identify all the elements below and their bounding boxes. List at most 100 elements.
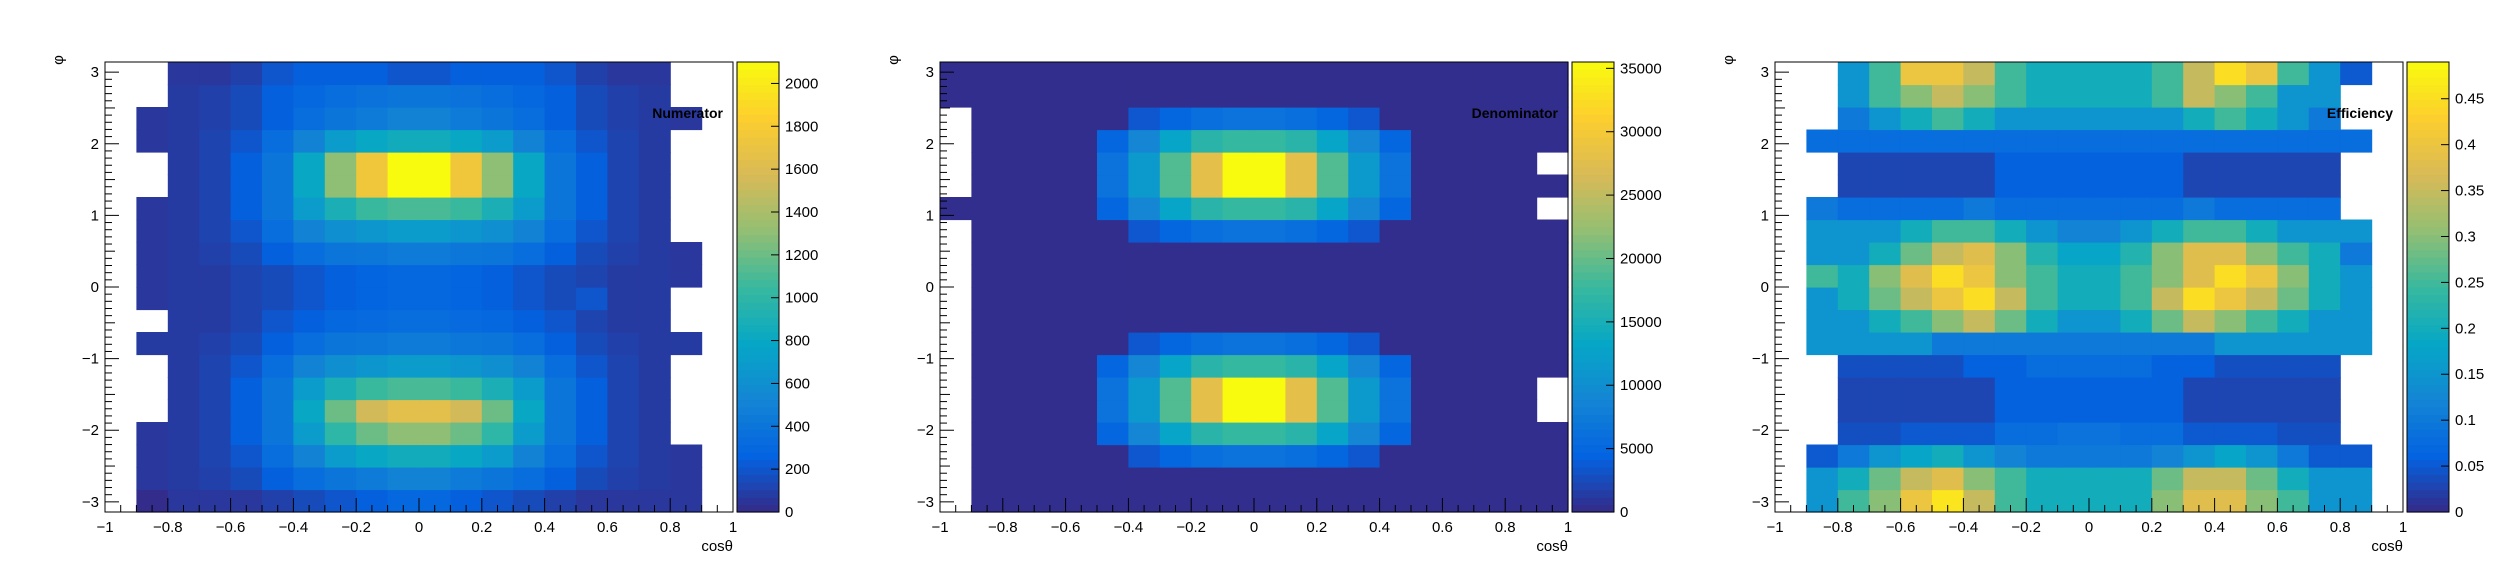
heatmap-cell — [293, 489, 326, 513]
heatmap-cell — [1065, 264, 1098, 288]
color-scale-band — [737, 257, 779, 266]
x-tick-label: 0.2 — [2141, 519, 2162, 536]
color-scale-band — [2407, 242, 2449, 251]
heatmap-cell — [513, 467, 546, 491]
heatmap-cell — [971, 264, 1004, 288]
heatmap-cell — [1837, 107, 1870, 131]
heatmap-cell — [2214, 129, 2247, 153]
heatmap-cell — [1473, 197, 1506, 221]
heatmap-cell — [1536, 62, 1569, 86]
color-scale-band — [1572, 62, 1614, 71]
heatmap-cell — [1536, 309, 1569, 333]
x-tick-label: 0.2 — [1306, 519, 1327, 536]
heatmap-cell — [1994, 107, 2027, 131]
heatmap-cell — [2151, 467, 2184, 491]
heatmap-cell — [2089, 107, 2121, 131]
heatmap-cell — [1348, 444, 1381, 468]
heatmap-cell — [1411, 332, 1443, 356]
heatmap-cell — [1932, 174, 1964, 198]
heatmap-cell — [971, 62, 1004, 86]
heatmap-cell — [1159, 377, 1192, 401]
heatmap-cell — [356, 62, 389, 86]
heatmap-cell — [1442, 399, 1475, 423]
heatmap-cell — [1806, 287, 1839, 311]
heatmap-cell — [1505, 354, 1538, 378]
heatmap-cell — [2214, 174, 2247, 198]
heatmap-cell — [513, 354, 546, 378]
heatmap-cell — [2277, 377, 2310, 401]
heatmap-cell — [1348, 219, 1381, 243]
color-scale-label: 0.45 — [2455, 91, 2484, 108]
heatmap-cell — [2151, 197, 2184, 221]
heatmap-cell — [262, 489, 294, 513]
heatmap-cell — [356, 309, 389, 333]
heatmap-cell — [2277, 152, 2310, 176]
heatmap-cell — [1285, 332, 1318, 356]
heatmap-cell — [2246, 422, 2278, 446]
color-scale-band — [2407, 84, 2449, 93]
heatmap-cell — [971, 332, 1004, 356]
heatmap-cell — [136, 129, 169, 153]
heatmap-cell — [1034, 129, 1067, 153]
heatmap-cell — [2340, 219, 2373, 243]
heatmap-cell — [167, 62, 200, 86]
color-scale-band — [2407, 482, 2449, 491]
heatmap-cell — [2308, 377, 2341, 401]
heatmap-cell — [1442, 354, 1475, 378]
color-scale-band — [737, 497, 779, 506]
heatmap-cell — [167, 377, 200, 401]
heatmap-cell — [1034, 489, 1067, 513]
heatmap-cell — [167, 242, 200, 266]
heatmap-cell — [167, 264, 200, 288]
y-tick-label: −1 — [1752, 351, 1769, 368]
y-tick-label: −2 — [1752, 422, 1769, 439]
color-scale-band — [2407, 324, 2449, 333]
heatmap-cell — [1900, 129, 1933, 153]
heatmap-cell — [1442, 422, 1475, 446]
heatmap-cell — [1285, 152, 1318, 176]
heatmap-cell — [356, 264, 389, 288]
heatmap-cell — [2151, 84, 2184, 108]
heatmap-cell — [1869, 354, 1902, 378]
heatmap-cell — [2057, 354, 2090, 378]
color-scale-label: 0.15 — [2455, 366, 2484, 383]
color-scale-band — [1572, 429, 1614, 438]
color-scale-band — [1572, 92, 1614, 101]
heatmap-cell — [1932, 377, 1964, 401]
color-scale-label: 25000 — [1620, 187, 1662, 204]
heatmap-cell — [544, 174, 577, 198]
x-axis-title: cosθ — [2371, 538, 2403, 555]
heatmap-cell — [1837, 197, 1870, 221]
heatmap-cell — [293, 287, 326, 311]
heatmap-cell — [2246, 219, 2278, 243]
heatmap-cell — [1505, 62, 1538, 86]
heatmap-cell — [971, 174, 1004, 198]
heatmap-cell — [1159, 242, 1192, 266]
heatmap-cell — [2183, 309, 2216, 333]
heatmap-cell — [293, 444, 326, 468]
heatmap-cell — [2089, 489, 2121, 513]
heatmap-cell — [1316, 197, 1349, 221]
heatmap-cell — [1379, 354, 1412, 378]
heatmap-cell — [230, 287, 263, 311]
heatmap-cell — [2277, 107, 2310, 131]
heatmap-cell — [2057, 242, 2090, 266]
heatmap-cell — [638, 444, 671, 468]
heatmap-cell — [1254, 354, 1286, 378]
heatmap-cell — [1932, 444, 1964, 468]
heatmap-cell — [1994, 129, 2027, 153]
color-scale-band — [2407, 77, 2449, 86]
heatmap-cell — [638, 287, 671, 311]
color-scale-band — [737, 197, 779, 206]
heatmap-cell — [1442, 309, 1475, 333]
heatmap-cell — [230, 444, 263, 468]
heatmap-cell — [481, 444, 514, 468]
heatmap-cell — [481, 467, 514, 491]
heatmap-cell — [1536, 264, 1569, 288]
heatmap-cell — [544, 62, 577, 86]
heatmap-cell — [1254, 287, 1286, 311]
color-scale-band — [2407, 497, 2449, 506]
color-scale-band — [2407, 129, 2449, 138]
heatmap-cell — [1806, 197, 1839, 221]
heatmap-cell — [1128, 309, 1161, 333]
